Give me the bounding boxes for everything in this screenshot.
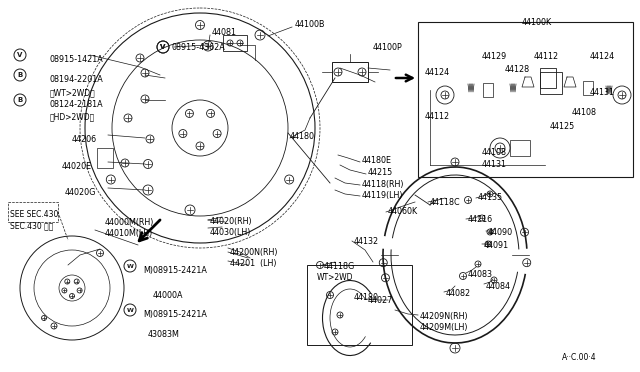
Text: 44000A: 44000A xyxy=(153,291,184,300)
Text: 44180: 44180 xyxy=(354,293,379,302)
Text: 44132: 44132 xyxy=(354,237,379,246)
Text: 44129: 44129 xyxy=(482,52,508,61)
Text: 44131: 44131 xyxy=(590,88,615,97)
Text: M)08915-2421A: M)08915-2421A xyxy=(143,310,207,319)
Text: SEE SEC.430: SEE SEC.430 xyxy=(10,210,58,219)
Bar xyxy=(583,81,593,95)
Text: V: V xyxy=(160,44,166,50)
Text: 44118C: 44118C xyxy=(430,198,461,207)
Text: 44201  (LH): 44201 (LH) xyxy=(230,259,276,268)
Text: 44020(RH): 44020(RH) xyxy=(210,217,253,226)
Bar xyxy=(307,265,412,345)
Text: 44119(LH): 44119(LH) xyxy=(362,191,403,200)
Text: 44125: 44125 xyxy=(550,122,575,131)
Text: M)08915-2421A: M)08915-2421A xyxy=(143,266,207,275)
Text: 08915-4362A: 08915-4362A xyxy=(171,43,225,52)
Bar xyxy=(483,83,493,97)
Text: 08194-2201A: 08194-2201A xyxy=(50,75,104,84)
Text: 44124: 44124 xyxy=(590,52,615,61)
Text: 44082: 44082 xyxy=(446,289,471,298)
Text: 44027: 44027 xyxy=(368,296,393,305)
Text: 44118G: 44118G xyxy=(324,262,355,271)
Text: B: B xyxy=(17,97,22,103)
Bar xyxy=(223,35,247,51)
Text: 44083: 44083 xyxy=(468,270,493,279)
Text: 44180E: 44180E xyxy=(362,156,392,165)
Text: 44135: 44135 xyxy=(478,193,503,202)
Text: 44000M(RH): 44000M(RH) xyxy=(105,218,154,227)
Text: 44010M(LH): 44010M(LH) xyxy=(105,229,153,238)
Text: 44112: 44112 xyxy=(534,52,559,61)
Text: V: V xyxy=(160,44,166,50)
Text: 44060K: 44060K xyxy=(388,207,418,216)
Text: 44131: 44131 xyxy=(482,160,507,169)
Text: 44209M(LH): 44209M(LH) xyxy=(420,323,468,332)
Text: 44124: 44124 xyxy=(425,68,450,77)
Text: V: V xyxy=(17,52,22,58)
Text: 44100B: 44100B xyxy=(295,20,326,29)
Text: W: W xyxy=(127,308,133,312)
Text: 44209N(RH): 44209N(RH) xyxy=(420,312,468,321)
Text: WT>2WD: WT>2WD xyxy=(317,273,353,282)
Bar xyxy=(332,62,368,82)
Text: 08915-1421A: 08915-1421A xyxy=(50,55,104,64)
Text: 44020G: 44020G xyxy=(65,188,97,197)
Text: B: B xyxy=(17,72,22,78)
Text: 44100K: 44100K xyxy=(522,18,552,27)
Bar xyxy=(97,148,113,168)
Text: 44180: 44180 xyxy=(290,132,315,141)
Text: 44200N(RH): 44200N(RH) xyxy=(230,248,278,257)
Text: 44020E: 44020E xyxy=(62,162,92,171)
Text: 44090: 44090 xyxy=(488,228,513,237)
Text: SEC.430 参照: SEC.430 参照 xyxy=(10,221,53,230)
Text: 08124-2181A: 08124-2181A xyxy=(50,100,104,109)
Bar xyxy=(540,72,562,94)
Text: （HD>2WD）: （HD>2WD） xyxy=(50,112,95,121)
Text: W: W xyxy=(127,263,133,269)
Text: 44108: 44108 xyxy=(482,148,507,157)
Bar xyxy=(418,22,633,177)
Text: A··C.00·4: A··C.00·4 xyxy=(562,353,596,362)
Text: 44100P: 44100P xyxy=(373,43,403,52)
Text: 44206: 44206 xyxy=(72,135,97,144)
Text: 44108: 44108 xyxy=(572,108,597,117)
Text: 44084: 44084 xyxy=(486,282,511,291)
Text: 44128: 44128 xyxy=(505,65,530,74)
Bar xyxy=(8,202,58,222)
Text: 44081: 44081 xyxy=(212,28,237,37)
Text: 44118(RH): 44118(RH) xyxy=(362,180,404,189)
Text: 44030(LH): 44030(LH) xyxy=(210,228,252,237)
Text: 44216: 44216 xyxy=(468,215,493,224)
Text: （WT>2WD）: （WT>2WD） xyxy=(50,88,96,97)
Bar xyxy=(510,140,530,156)
Text: 44215: 44215 xyxy=(368,168,393,177)
Text: 43083M: 43083M xyxy=(148,330,180,339)
Text: 44091: 44091 xyxy=(484,241,509,250)
Text: 44112: 44112 xyxy=(425,112,450,121)
Bar xyxy=(540,68,556,88)
